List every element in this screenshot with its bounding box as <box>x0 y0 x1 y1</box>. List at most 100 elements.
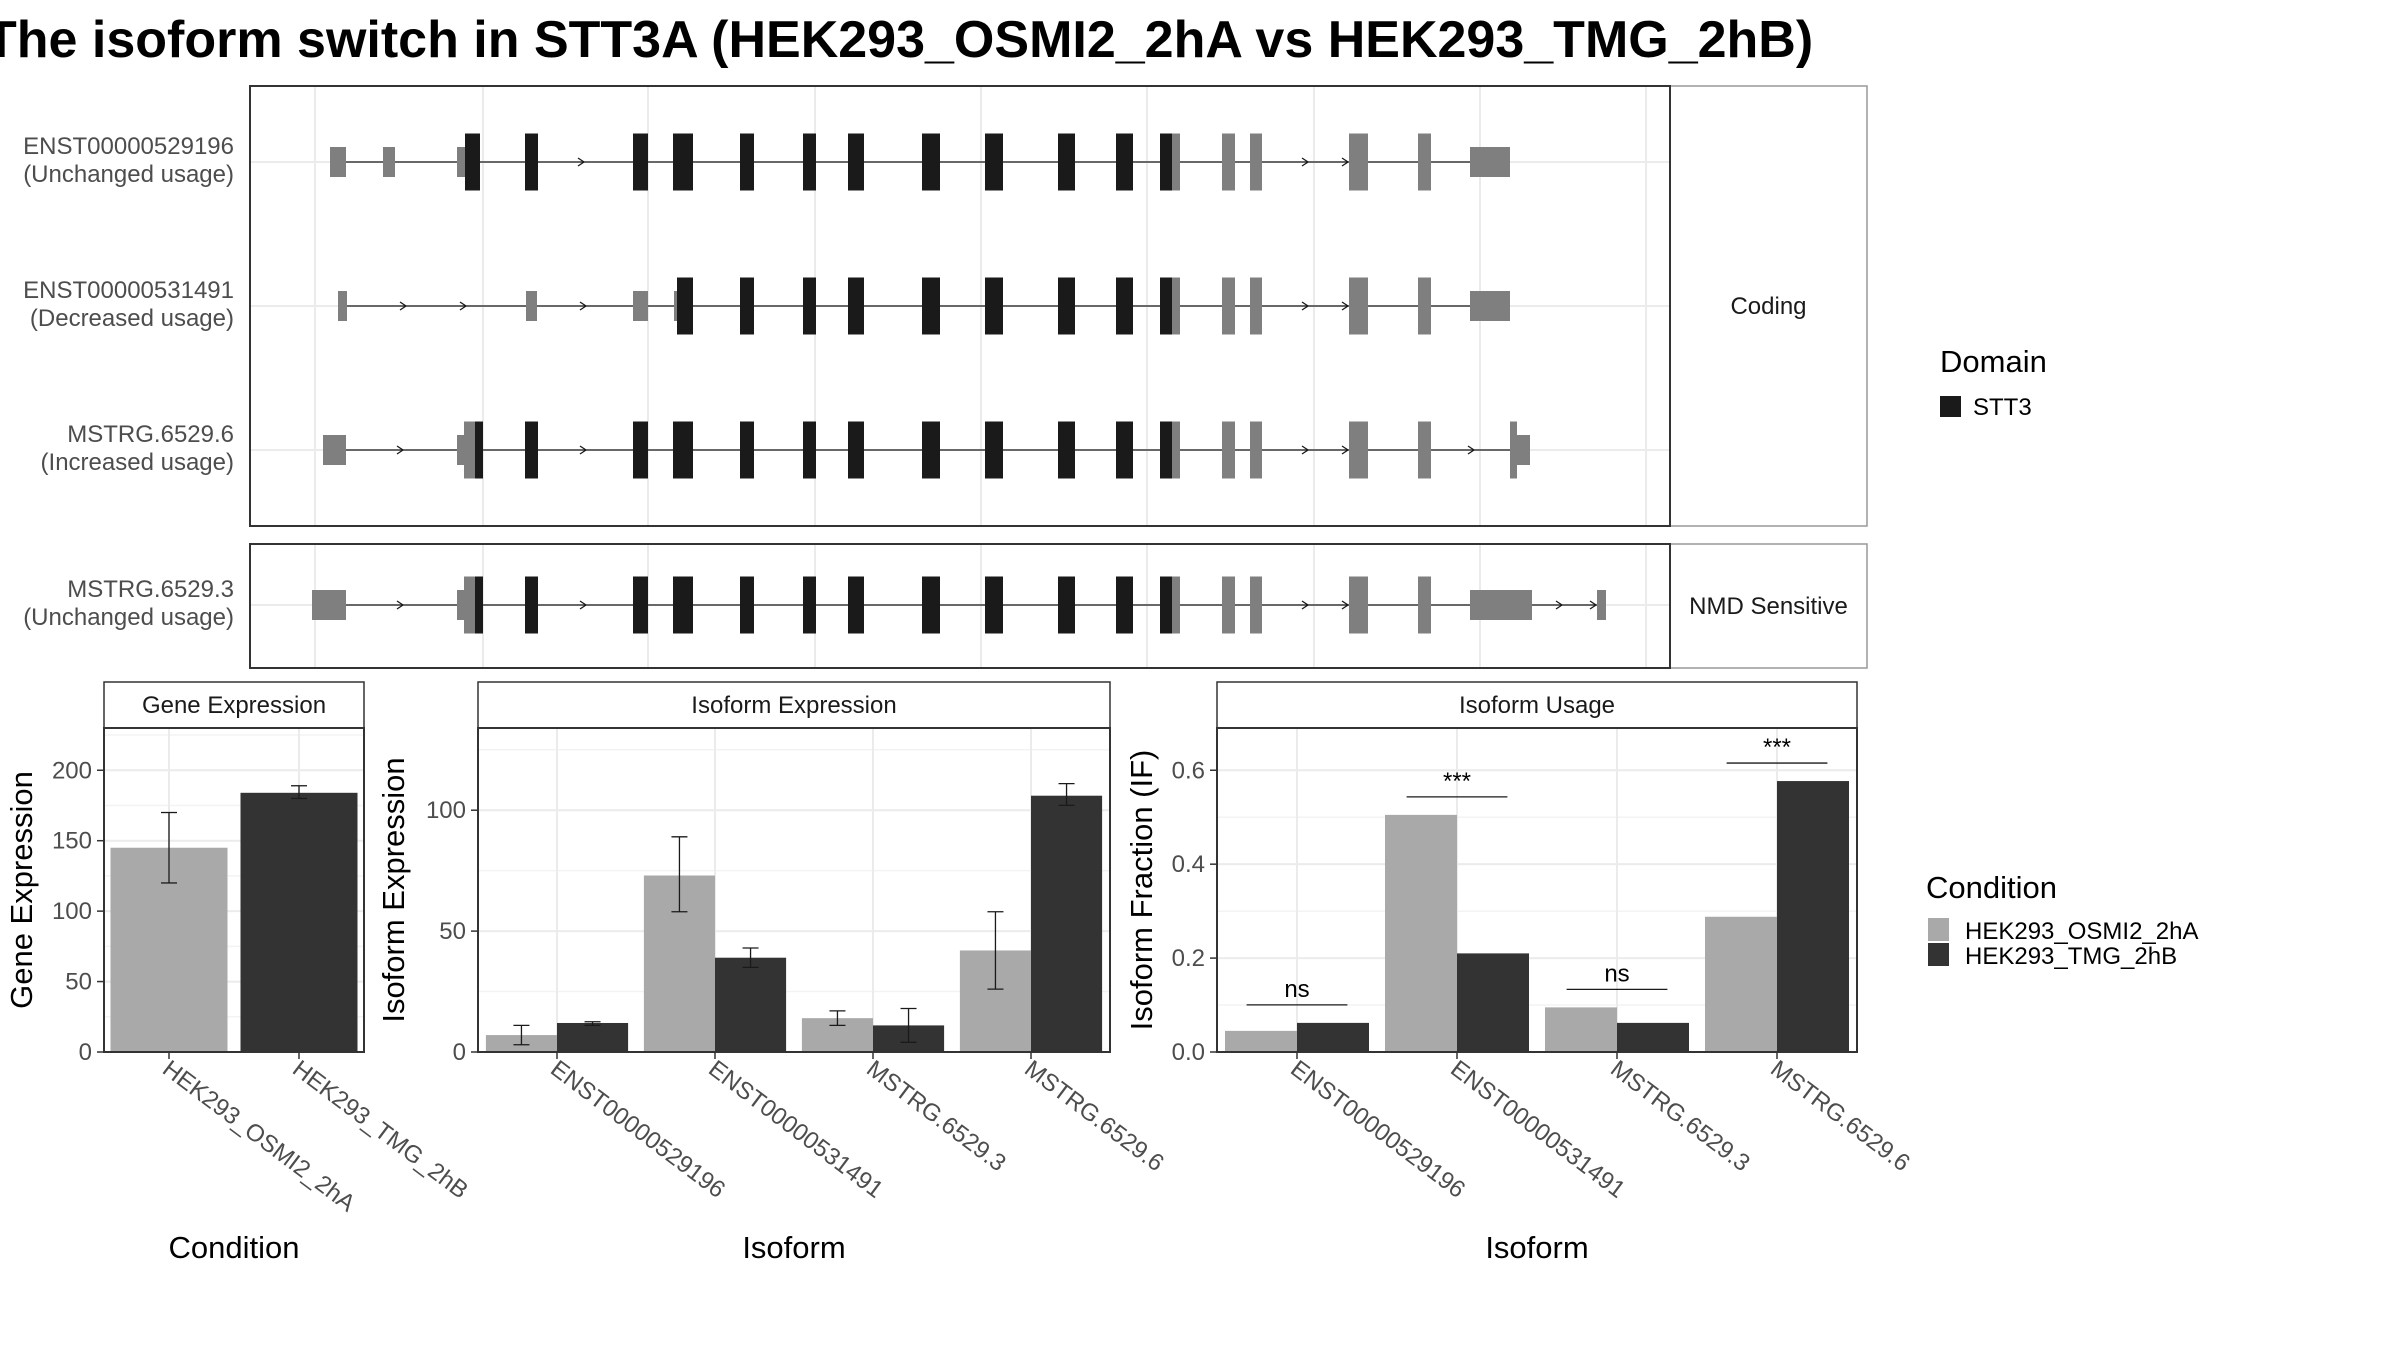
exon <box>1349 133 1368 191</box>
panel-border <box>1216 727 1858 1053</box>
stt3-domain-exon <box>475 576 483 634</box>
y-axis-title: Isoform Expression <box>376 757 411 1022</box>
condition-legend-title: Condition <box>1926 870 2057 905</box>
x-tick-label: ENST00000529196 <box>545 1055 730 1203</box>
bar <box>1457 953 1529 1052</box>
stt3-domain-exon <box>633 133 648 191</box>
strand-arrow <box>1341 157 1350 167</box>
panel-strip <box>1216 681 1858 729</box>
exon <box>464 421 478 479</box>
bar <box>1385 814 1457 1052</box>
stt3-domain-exon <box>922 576 940 634</box>
stt3-domain-exon <box>740 421 754 479</box>
exon <box>1250 277 1262 335</box>
stt3-domain-exon <box>673 421 693 479</box>
domain-legend-title: Domain <box>1940 344 2047 379</box>
stt3-domain-exon <box>465 133 480 191</box>
bar <box>557 1022 629 1052</box>
transcript-id-label: MSTRG.6529.6 <box>67 421 234 448</box>
bar <box>1617 1022 1689 1052</box>
facet-strip-label: Coding <box>1730 293 1806 320</box>
stt3-domain-exon <box>1058 576 1075 634</box>
y-tick-label: 200 <box>52 757 92 784</box>
domain-legend-key <box>1940 396 1961 417</box>
exon <box>1478 291 1510 321</box>
strand-arrow <box>1341 600 1350 610</box>
x-tick-label: ENST00000531491 <box>703 1055 888 1203</box>
condition-legend-key <box>1928 943 1949 966</box>
strand-arrow <box>1555 600 1564 610</box>
facet-strip <box>1669 543 1868 669</box>
y-axis-title: Gene Expression <box>4 771 39 1009</box>
bar <box>1031 795 1103 1052</box>
stt3-domain-exon <box>922 133 940 191</box>
stt3-domain-exon <box>803 576 816 634</box>
exon <box>1222 576 1235 634</box>
strand-arrow <box>1301 600 1310 610</box>
significance-label: ns <box>1604 960 1629 987</box>
stt3-domain-exon <box>1116 421 1133 479</box>
strand-arrow <box>1341 445 1350 455</box>
bar <box>1705 916 1777 1052</box>
exon <box>1470 147 1478 177</box>
y-tick-label: 0.4 <box>1172 851 1205 878</box>
exon <box>312 590 346 620</box>
bar <box>1545 1007 1617 1052</box>
domain-legend-label: STT3 <box>1973 394 2032 421</box>
x-axis-title: Condition <box>169 1230 300 1265</box>
transcript-usage-label: (Decreased usage) <box>30 305 234 332</box>
stt3-domain-exon <box>673 133 693 191</box>
exon <box>1250 421 1262 479</box>
exon <box>330 147 346 177</box>
exon <box>1517 435 1530 465</box>
exon <box>464 576 478 634</box>
y-tick-label: 0.6 <box>1172 757 1205 784</box>
bar <box>1225 1030 1297 1052</box>
stt3-domain-exon <box>848 277 864 335</box>
stt3-domain-exon <box>1160 277 1172 335</box>
stt3-domain-exon <box>1160 421 1172 479</box>
stt3-domain-exon <box>740 277 754 335</box>
main-title: The isoform switch in STT3A (HEK293_OSMI… <box>0 11 1813 69</box>
strand-arrow <box>579 445 588 455</box>
exon <box>1418 133 1431 191</box>
strand-arrow <box>1301 301 1310 311</box>
panel-strip-label: Gene Expression <box>142 692 326 719</box>
exon <box>1470 590 1478 620</box>
panel-strip-label: Isoform Usage <box>1459 692 1615 719</box>
stt3-domain-exon <box>985 277 1003 335</box>
x-axis-title: Isoform <box>742 1230 845 1265</box>
panel-strip-label: Isoform Expression <box>691 692 896 719</box>
exon <box>1597 590 1606 620</box>
transcript-id-label: ENST00000531491 <box>23 277 234 304</box>
x-tick-label: ENST00000531491 <box>1445 1055 1630 1203</box>
stt3-domain-exon <box>633 576 648 634</box>
facet-strip <box>1669 85 1868 527</box>
y-tick-label: 0.0 <box>1172 1039 1205 1066</box>
gene-expression-panel: Gene Expression050100150200HEK293_OSMI2_… <box>4 681 473 1265</box>
structure-panel-border <box>249 85 1671 527</box>
stt3-domain-exon <box>525 421 538 479</box>
exon <box>1250 133 1262 191</box>
stt3-domain-exon <box>1116 133 1133 191</box>
stt3-domain-exon <box>803 421 816 479</box>
stt3-domain-exon <box>922 421 940 479</box>
panel-strip <box>103 681 365 729</box>
stt3-domain-exon <box>740 133 754 191</box>
stt3-domain-exon <box>740 576 754 634</box>
condition-legend-key <box>1928 918 1949 941</box>
exon <box>633 291 648 321</box>
transcript-id-label: MSTRG.6529.3 <box>67 576 234 603</box>
strand-arrow <box>579 600 588 610</box>
stt3-domain-exon <box>525 576 538 634</box>
strand-arrow <box>579 301 588 311</box>
x-tick-label: MSTRG.6529.6 <box>1765 1055 1914 1177</box>
exon <box>338 291 347 321</box>
bar <box>1297 1022 1369 1052</box>
exon <box>526 291 537 321</box>
panel-border <box>477 727 1111 1053</box>
strand-arrow <box>399 301 408 311</box>
exon <box>1349 421 1368 479</box>
transcript-id-label: ENST00000529196 <box>23 133 234 160</box>
